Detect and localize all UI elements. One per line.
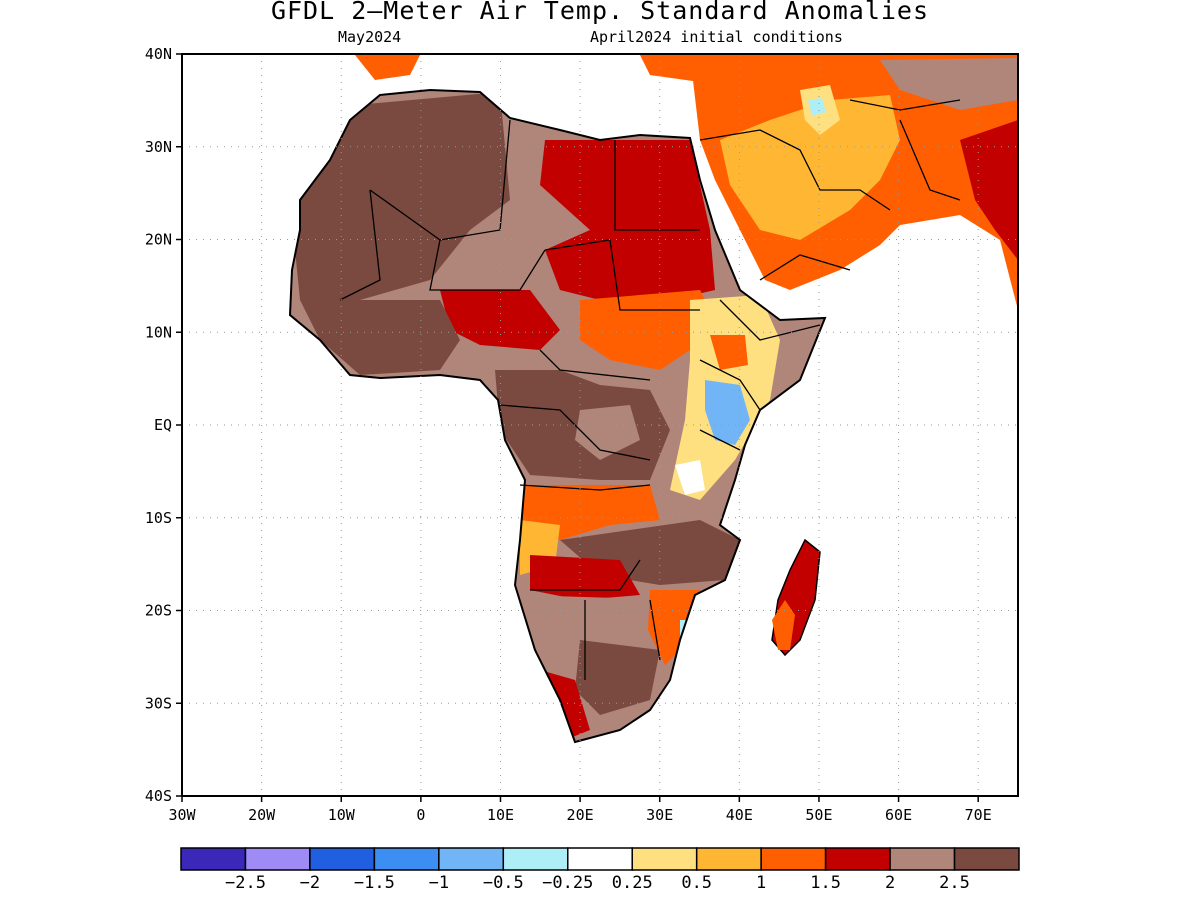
lon-label: 20E bbox=[567, 806, 594, 824]
east-africa-cool bbox=[705, 380, 750, 445]
colorbar-label: −2 bbox=[300, 873, 320, 893]
latitude-labels: 40N 30N 20N 10N EQ 10S 20S 30S 40S bbox=[145, 45, 182, 805]
madagascar-edge bbox=[772, 600, 795, 650]
tanzania-white bbox=[675, 460, 705, 495]
colorbar-label: 1.5 bbox=[810, 873, 841, 893]
colorbar-swatch bbox=[631, 847, 698, 871]
colorbar-swatch bbox=[760, 847, 827, 871]
india-hot bbox=[960, 120, 1018, 260]
lat-label: 40N bbox=[145, 45, 172, 63]
longitude-labels: 30W 20W 10W 0 10E 20E 30E 40E 50E 60E 70E bbox=[168, 796, 992, 824]
country-borders bbox=[339, 99, 961, 680]
colorbar-label: 2.5 bbox=[939, 873, 970, 893]
lon-label: 20W bbox=[248, 806, 276, 824]
iran-brown bbox=[880, 58, 1018, 110]
lon-label: 0 bbox=[416, 806, 425, 824]
colorbar-label: −2.5 bbox=[225, 873, 266, 893]
ethiopia-hot-spot bbox=[710, 335, 748, 370]
lat-label: 30S bbox=[145, 694, 172, 712]
arabia-warm-core bbox=[720, 95, 900, 240]
west-africa-dark bbox=[300, 300, 460, 375]
lat-label: 10S bbox=[145, 509, 172, 527]
lat-label: 20N bbox=[145, 231, 172, 249]
botswana-hot bbox=[530, 555, 640, 600]
south-africa-dark bbox=[575, 640, 660, 715]
lon-label: 10E bbox=[487, 806, 514, 824]
colorbar-swatch bbox=[373, 847, 440, 871]
lon-label: 30W bbox=[168, 806, 196, 824]
colorbar bbox=[180, 847, 1020, 871]
lon-label: 10W bbox=[328, 806, 356, 824]
lat-label: EQ bbox=[154, 416, 172, 434]
congo-brown-patch bbox=[575, 405, 640, 460]
forecast-month: May2024 bbox=[338, 28, 402, 46]
colorbar-swatch bbox=[438, 847, 505, 871]
colorbar-label: −0.5 bbox=[483, 873, 524, 893]
colorbar-swatch bbox=[180, 847, 247, 871]
colorbar-label: 0.5 bbox=[681, 873, 712, 893]
initial-conditions: April2024 initial conditions bbox=[590, 28, 843, 46]
chart-title: GFDL 2—Meter Air Temp. Standard Anomalie… bbox=[270, 0, 930, 25]
colorbar-swatch bbox=[567, 847, 633, 871]
anomaly-fields bbox=[289, 55, 1018, 743]
colorbar-label: −1 bbox=[429, 873, 449, 893]
colorbar-swatch bbox=[889, 847, 956, 871]
colorbar-label: −0.25 bbox=[542, 873, 593, 893]
lat-label: 40S bbox=[145, 787, 172, 805]
sahara-dark bbox=[290, 92, 510, 300]
lat-label: 20S bbox=[145, 602, 172, 620]
lon-label: 60E bbox=[885, 806, 912, 824]
colorbar-label: 2 bbox=[885, 873, 895, 893]
lon-label: 70E bbox=[965, 806, 992, 824]
colorbar-swatch bbox=[824, 847, 891, 871]
lon-label: 40E bbox=[726, 806, 753, 824]
map-gridlines bbox=[182, 54, 1018, 796]
colorbar-label: 0.25 bbox=[612, 873, 653, 893]
arabia-cool-spot bbox=[808, 98, 826, 116]
colorbar-swatch bbox=[502, 847, 569, 871]
lon-label: 30E bbox=[646, 806, 673, 824]
lat-label: 30N bbox=[145, 138, 172, 156]
sahara-hot bbox=[540, 140, 715, 305]
colorbar-swatch bbox=[309, 847, 376, 871]
lat-label: 10N bbox=[145, 323, 172, 341]
colorbar-swatch bbox=[244, 847, 311, 871]
europe-hot bbox=[355, 55, 420, 80]
colorbar-swatch bbox=[953, 847, 1020, 871]
lon-label: 50E bbox=[805, 806, 832, 824]
colorbar-label: −1.5 bbox=[354, 873, 395, 893]
turkey-hot bbox=[640, 55, 800, 82]
colorbar-label: 1 bbox=[756, 873, 766, 893]
colorbar-swatch bbox=[695, 847, 762, 871]
mozambique-orange bbox=[648, 590, 700, 665]
colorbar-labels: −2.5 −2 −1.5 −1 −0.5 −0.25 0.25 0.5 1 1.5 2 2.5 bbox=[225, 873, 970, 893]
